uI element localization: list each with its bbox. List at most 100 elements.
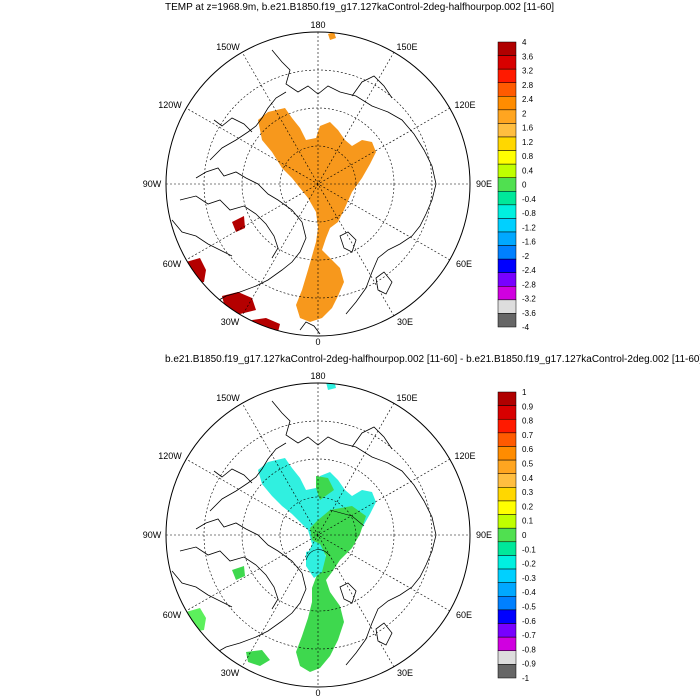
- panel2-boundary: [165, 382, 471, 688]
- p1-lon-150w: 150W: [216, 42, 240, 52]
- colorbar-tick-label: 2.8: [522, 81, 534, 90]
- panel2-graticule: [166, 383, 470, 687]
- colorbar-swatch: [497, 541, 517, 556]
- colorbar-tick-label: 0.7: [522, 431, 534, 440]
- colorbar-tick-label: 1.2: [522, 138, 534, 147]
- colorbar-swatch: [497, 609, 517, 624]
- p2-lon-180: 180: [310, 371, 325, 381]
- panel2-map: 180 150E 120E 90E 60E 30E 0 30W 60W 90W …: [143, 371, 492, 698]
- colorbar-tick-label: -0.8: [522, 209, 536, 218]
- colorbar-swatch: [497, 123, 517, 138]
- p1-lon-90w: 90W: [143, 179, 162, 189]
- colorbar-tick-label: 3.6: [522, 52, 534, 61]
- colorbar-tick-label: 2: [522, 109, 527, 118]
- p2-lon-60w: 60W: [163, 610, 182, 620]
- p2-lon-30w: 30W: [221, 668, 240, 678]
- colorbar-swatch: [497, 109, 517, 124]
- colorbar-tick-label: 0.5: [522, 460, 534, 469]
- p2-lon-120w: 120W: [158, 451, 182, 461]
- panel1-temp-field: [258, 108, 376, 322]
- colorbar-tick-label: 0.1: [522, 517, 534, 526]
- colorbar-swatch: [497, 623, 517, 638]
- colorbar-tick-label: -1.2: [522, 223, 536, 232]
- colorbar-swatch: [497, 446, 517, 461]
- colorbar-swatch: [497, 299, 517, 314]
- colorbar-swatch: [497, 487, 517, 502]
- panel1-lon-labels: 180 150E 120E 90E 60E 30E 0 30W 60W 90W …: [143, 20, 492, 347]
- panel1-map: 180 150E 120E 90E 60E 30E 0 30W 60W 90W …: [143, 20, 492, 347]
- colorbar-tick-label: 0.4: [522, 166, 534, 175]
- p2-lon-90e: 90E: [476, 530, 492, 540]
- colorbar-tick-label: -3.2: [522, 295, 536, 304]
- colorbar-tick-label: 0.8: [522, 152, 534, 161]
- colorbar-tick-label: 3.2: [522, 67, 534, 76]
- panel1-coastlines: [171, 49, 437, 335]
- p1-lon-150e: 150E: [396, 42, 417, 52]
- colorbar-swatch: [497, 418, 517, 434]
- p1-lon-30e: 30E: [397, 317, 413, 327]
- colorbar-tick-label: -0.1: [522, 545, 536, 554]
- colorbar-swatch: [497, 596, 517, 611]
- colorbar-swatch: [497, 55, 517, 70]
- p2-lon-0: 0: [315, 688, 320, 698]
- colorbar-swatch: [497, 96, 517, 111]
- colorbar-swatch: [497, 514, 517, 529]
- colorbar-tick-label: 1: [522, 388, 527, 397]
- colorbar-tick-label: 0.4: [522, 474, 534, 483]
- colorbar-swatch: [497, 459, 517, 474]
- colorbar-swatch: [497, 82, 517, 97]
- colorbar-tick-label: 0.6: [522, 445, 534, 454]
- colorbar-tick-label: -1: [522, 674, 530, 683]
- colorbar-swatch: [497, 405, 517, 420]
- panel1-boundary: [165, 31, 471, 337]
- colorbar-tick-label: 0.8: [522, 417, 534, 426]
- colorbar-tick-label: 2.4: [522, 95, 534, 104]
- panel1-colorbar: 4 3.6 3.2 2.8 2.4 2 1.6 1.2 0.8 0.4 0 -0.4 -0.8 -1.2 -…: [497, 38, 536, 332]
- colorbar-swatch: [497, 272, 517, 287]
- p2-lon-90w: 90W: [143, 530, 162, 540]
- colorbar-swatch: [497, 313, 517, 328]
- colorbar-tick-label: -0.4: [522, 588, 536, 597]
- colorbar-tick-label: 4: [522, 38, 527, 47]
- colorbar-swatch: [497, 391, 517, 406]
- panel2-title: b.e21.B1850.f19_g17.127kaControl-2deg-ha…: [165, 354, 700, 365]
- colorbar-tick-label: 1.6: [522, 124, 534, 133]
- colorbar-tick-label: -0.4: [522, 195, 536, 204]
- colorbar-swatch: [497, 204, 517, 219]
- colorbar-swatch: [497, 473, 517, 488]
- colorbar-swatch: [497, 664, 517, 679]
- colorbar-swatch: [497, 636, 517, 652]
- colorbar-swatch: [497, 245, 517, 260]
- colorbar-swatch: [497, 258, 517, 273]
- colorbar-tick-label: 0: [522, 531, 527, 540]
- colorbar-swatch: [497, 150, 517, 165]
- colorbar-tick-label: -2.8: [522, 280, 536, 289]
- p2-lon-120e: 120E: [454, 451, 475, 461]
- colorbar-swatch: [497, 68, 517, 83]
- panel2-lon-labels: 180 150E 120E 90E 60E 30E 0 30W 60W 90W …: [143, 371, 492, 698]
- p2-lon-150e: 150E: [396, 393, 417, 403]
- colorbar-swatch: [497, 568, 517, 583]
- colorbar-tick-label: -0.7: [522, 631, 536, 640]
- panel1-graticule: [166, 32, 470, 336]
- colorbar-tick-label: -0.6: [522, 617, 536, 626]
- panel2-colorbar: 1 0.9 0.8 0.7 0.6 0.5 0.4 0.3 0.2 0.1 0 -0.1 -0.2 -0.…: [497, 388, 536, 683]
- colorbar-tick-label: -0.2: [522, 560, 536, 569]
- colorbar-tick-label: -0.8: [522, 645, 536, 654]
- colorbar-swatch: [497, 432, 517, 447]
- colorbar-swatch: [497, 527, 517, 543]
- colorbar-swatch: [497, 500, 517, 515]
- p1-lon-30w: 30W: [221, 317, 240, 327]
- colorbar-swatch: [497, 136, 517, 151]
- colorbar-swatch: [497, 218, 517, 233]
- colorbar-tick-label: -2: [522, 252, 530, 261]
- colorbar-tick-label: -4: [522, 323, 530, 332]
- p1-lon-120e: 120E: [454, 100, 475, 110]
- p1-lon-60e: 60E: [456, 259, 472, 269]
- p2-lon-60e: 60E: [456, 610, 472, 620]
- colorbar-swatch: [497, 191, 517, 206]
- colorbar-tick-label: -0.5: [522, 603, 536, 612]
- panel1-title: TEMP at z=1968.9m, b.e21.B1850.f19_g17.1…: [165, 2, 555, 13]
- colorbar-swatch: [497, 650, 517, 665]
